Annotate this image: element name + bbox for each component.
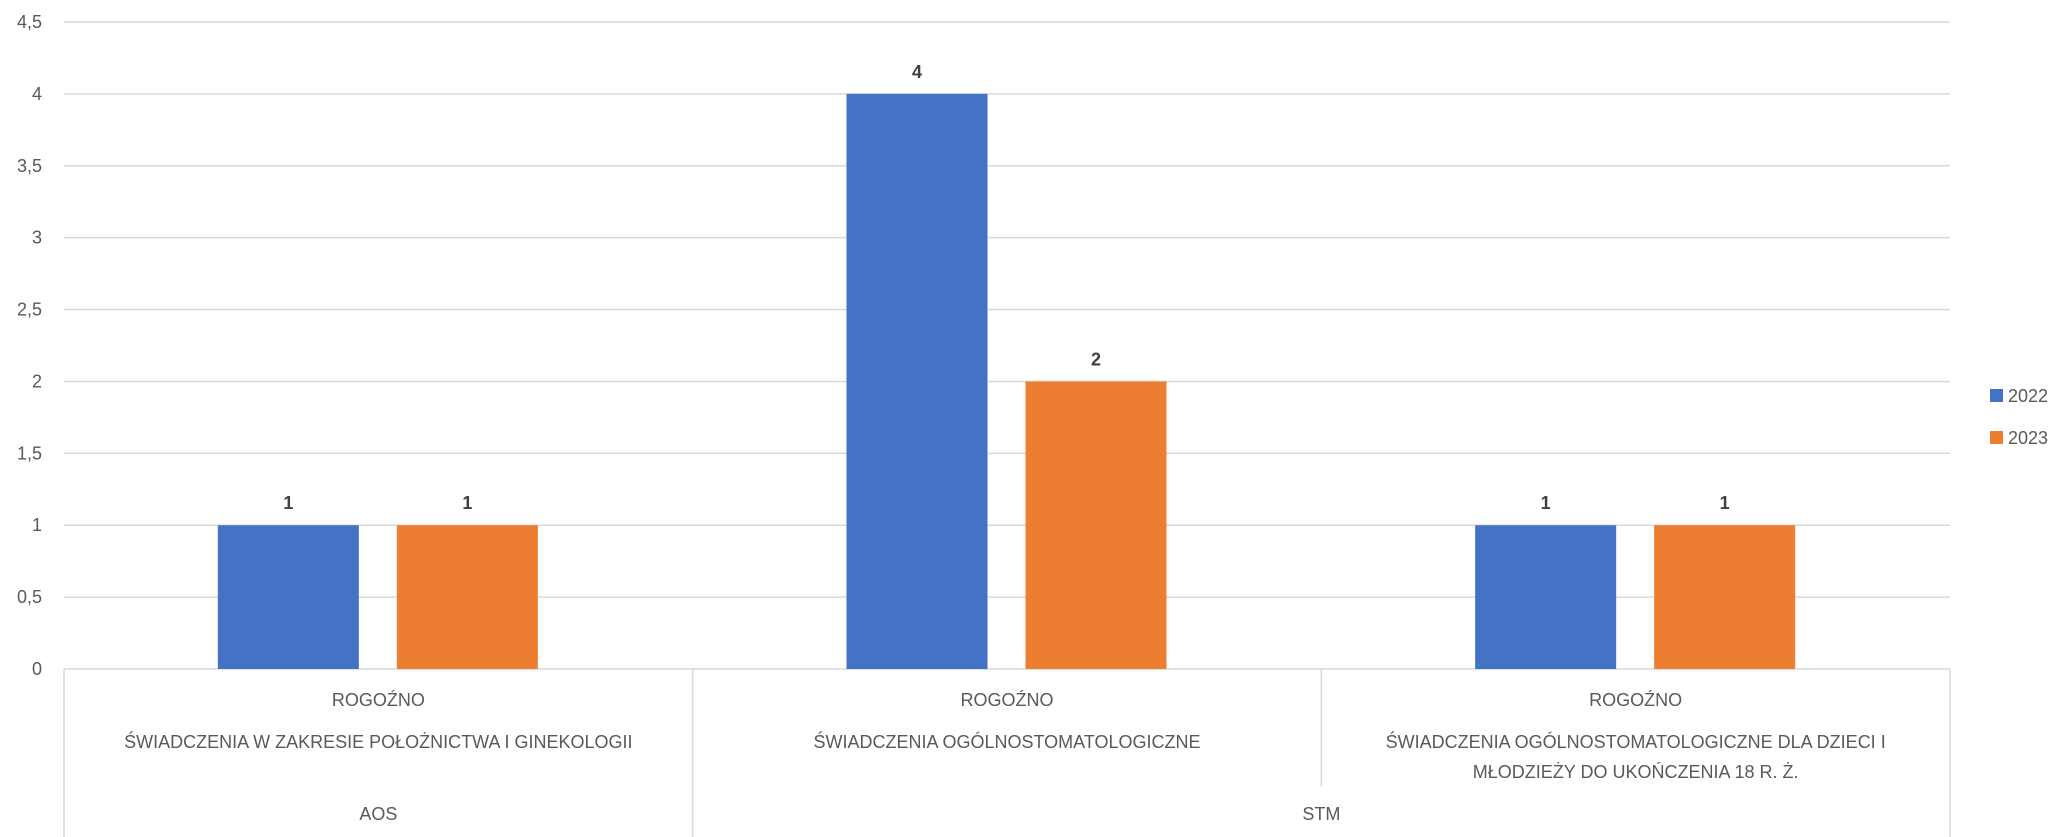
- data-label: 4: [912, 62, 922, 82]
- x-group-label: STM: [1302, 804, 1340, 824]
- x-category-place: ROGOŹNO: [1589, 690, 1682, 710]
- y-tick-label: 1: [32, 515, 42, 535]
- data-label: 1: [283, 493, 293, 513]
- bar-2022: [217, 525, 359, 669]
- bar-2023: [1025, 381, 1167, 669]
- x-category-service: ŚWIADCZENIA OGÓLNOSTOMATOLOGICZNE: [813, 731, 1200, 752]
- legend-label: 2023: [2008, 428, 2048, 448]
- y-tick-label: 3,5: [17, 156, 42, 176]
- data-label: 1: [1720, 493, 1730, 513]
- x-group-label: AOS: [359, 804, 397, 824]
- y-tick-label: 2: [32, 371, 42, 391]
- y-tick-label: 1,5: [17, 443, 42, 463]
- legend-swatch-2022: [1990, 389, 2003, 402]
- x-category-service: MŁODZIEŻY DO UKOŃCZENIA 18 R. Ż.: [1473, 762, 1799, 782]
- y-tick-label: 0: [32, 659, 42, 679]
- data-label: 2: [1091, 349, 1101, 369]
- y-tick-label: 4: [32, 84, 42, 104]
- y-tick-label: 4,5: [17, 12, 42, 32]
- legend-swatch-2023: [1990, 431, 2003, 444]
- x-category-service: ŚWIADCZENIA OGÓLNOSTOMATOLOGICZNE DLA DZ…: [1386, 731, 1886, 752]
- data-label: 1: [462, 493, 472, 513]
- bar-2023: [396, 525, 538, 669]
- y-tick-label: 0,5: [17, 587, 42, 607]
- x-category-place: ROGOŹNO: [961, 690, 1054, 710]
- bar-2022: [846, 93, 988, 669]
- y-tick-label: 2,5: [17, 300, 42, 320]
- legend-label: 2022: [2008, 386, 2048, 406]
- bar-2022: [1475, 525, 1617, 669]
- data-label: 1: [1541, 493, 1551, 513]
- x-category-place: ROGOŹNO: [332, 690, 425, 710]
- y-tick-label: 3: [32, 228, 42, 248]
- bar-2023: [1654, 525, 1796, 669]
- x-category-service: ŚWIADCZENIA W ZAKRESIE POŁOŻNICTWA I GIN…: [124, 731, 632, 752]
